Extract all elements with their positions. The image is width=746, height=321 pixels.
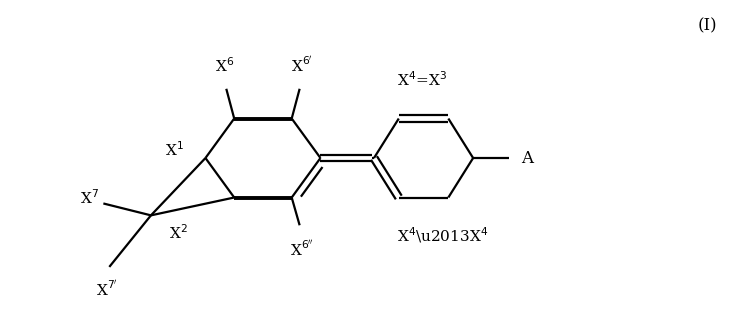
- Text: X$^4$=X$^3$: X$^4$=X$^3$: [397, 70, 447, 89]
- Text: X$^1$: X$^1$: [165, 141, 184, 160]
- Text: X$^{6''}$: X$^{6''}$: [289, 239, 313, 258]
- Text: (I): (I): [698, 17, 717, 34]
- Text: X$^2$: X$^2$: [169, 223, 187, 242]
- Text: X$^6$: X$^6$: [215, 56, 233, 75]
- Text: X$^4$\u2013X$^4$: X$^4$\u2013X$^4$: [397, 225, 488, 245]
- Text: X$^7$: X$^7$: [81, 188, 99, 207]
- Text: A: A: [521, 150, 533, 167]
- Text: X$^{6'}$: X$^{6'}$: [291, 56, 313, 75]
- Text: X$^{7'}$: X$^{7'}$: [96, 280, 119, 299]
